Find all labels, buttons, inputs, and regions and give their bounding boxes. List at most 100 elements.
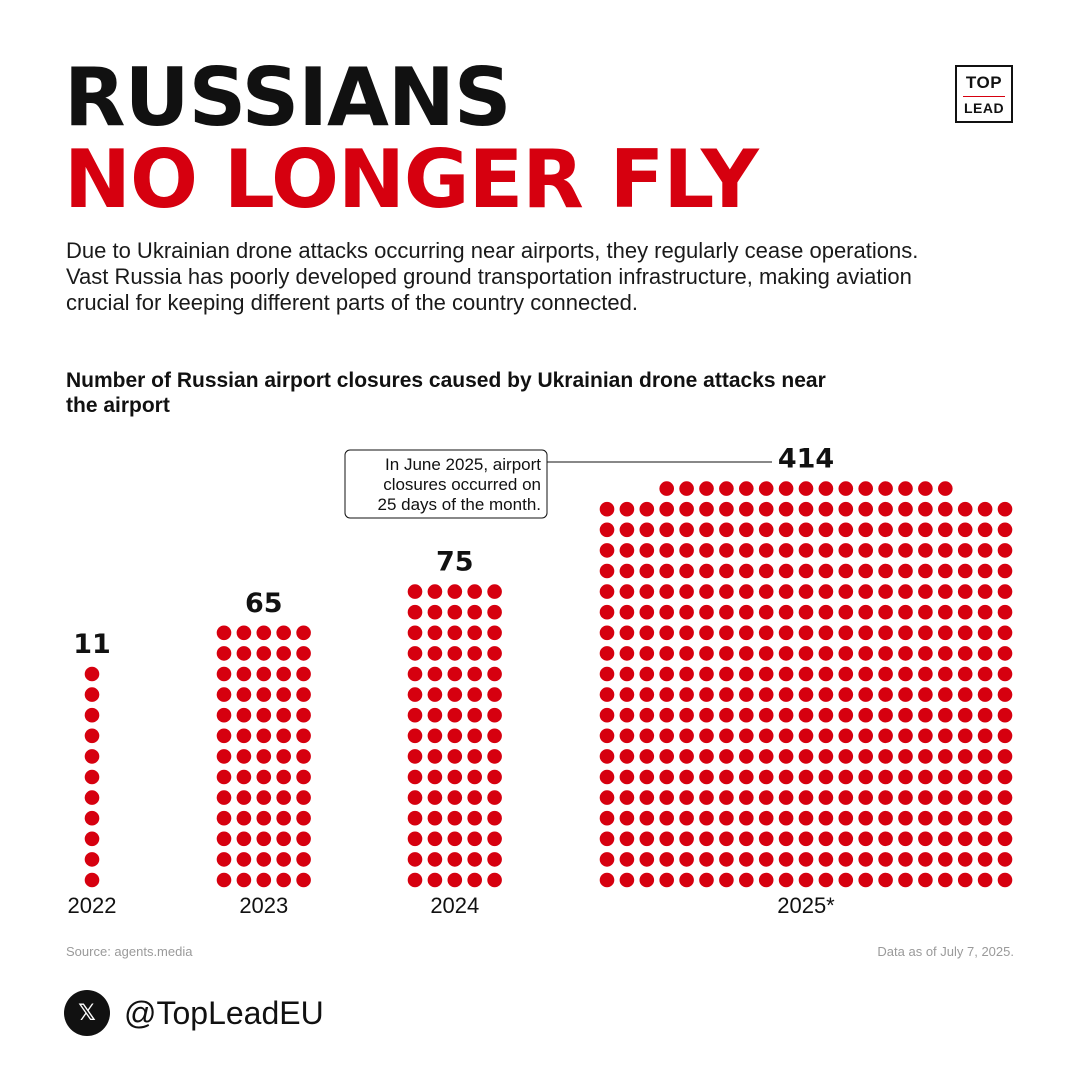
closure-dot [898,831,913,847]
closure-dot [838,522,854,538]
closure-dot [619,543,635,558]
closure-dot [798,728,814,744]
closure-dot [938,728,953,744]
closure-dot [719,481,734,496]
closure-dot [236,625,252,641]
closure-dot [84,707,100,723]
closure-dot [407,707,423,723]
closure-dot [639,769,655,785]
closure-dot [997,831,1013,847]
closure-dot [977,501,993,517]
closure-dot [216,625,232,641]
closure-dot [878,501,893,517]
closure-dot [296,872,311,888]
annotation-box [344,449,548,519]
closure-dot [739,584,754,599]
closure-dot [619,604,635,620]
closure-dot [407,604,423,620]
closure-dot [679,707,694,723]
closure-dot [699,604,714,620]
closure-dot [739,563,754,579]
closure-dot [938,810,953,826]
closure-dot [957,563,973,579]
closure-dot [447,707,463,723]
closure-dot [778,625,794,641]
closure-dot [276,769,292,785]
closure-dot [838,769,854,785]
closure-dot [467,584,483,599]
closure-dot [679,522,694,538]
closure-dot [858,749,873,764]
closure-dot [447,728,463,744]
closure-dot [407,666,423,682]
closure-dot [256,687,272,702]
source-note: Source: agents.media [66,944,193,959]
closure-dot [957,501,973,517]
closure-dot [679,728,694,744]
closure-dot [296,728,311,744]
closure-dot [719,810,734,826]
closure-dot [487,646,502,661]
closure-dot [858,769,873,785]
closure-dot [639,584,655,599]
closure-dot [276,810,292,826]
closure-dot [898,481,913,496]
closure-dot [407,584,423,599]
closure-dot [719,666,734,682]
closure-dot [296,790,311,805]
closure-dot [858,831,873,847]
closure-dot [818,749,834,764]
closure-dot [739,707,754,723]
closure-dot [599,625,615,641]
closure-dot [699,852,714,867]
closure-dot [659,646,674,661]
closure-dot [798,769,814,785]
closure-dot [918,769,933,785]
closure-dot [236,790,252,805]
closure-dot [659,769,674,785]
closure-dot [858,810,873,826]
closure-dot [487,769,502,785]
closure-dot [838,852,854,867]
closure-dot [216,769,232,785]
closure-dot [758,687,774,702]
title-line-1: RUSSIANS [64,51,511,144]
closure-dot [938,563,953,579]
closure-dot [639,749,655,764]
closure-dot [639,728,655,744]
closure-dot [699,666,714,682]
closure-dot [898,543,913,558]
dot-group-2025 [599,481,1013,888]
closure-dot [659,604,674,620]
closure-dot [918,831,933,847]
closure-dot [977,563,993,579]
closure-dot [659,831,674,847]
closure-dot [758,872,774,888]
closure-dot [599,501,615,517]
closure-dot [918,687,933,702]
closure-dot [619,810,635,826]
closure-dot [739,852,754,867]
closure-dot [467,790,483,805]
closure-dot [719,501,734,517]
closure-dot [898,810,913,826]
closure-dot [699,790,714,805]
closure-dot [407,872,423,888]
closure-dot [659,707,674,723]
closure-dot [599,810,615,826]
closure-dot [997,563,1013,579]
closure-dot [447,872,463,888]
closure-dot [276,666,292,682]
closure-dot [798,872,814,888]
social-handle[interactable]: 𝕏 @TopLeadEU [64,990,324,1036]
closure-dot [798,666,814,682]
closure-dot [84,810,100,826]
closure-dot [918,707,933,723]
closure-dot [778,604,794,620]
closure-dot [256,852,272,867]
closure-dot [84,687,100,702]
closure-dot [719,625,734,641]
closure-dot [858,707,873,723]
closure-dot [699,481,714,496]
closure-dot [487,728,502,744]
